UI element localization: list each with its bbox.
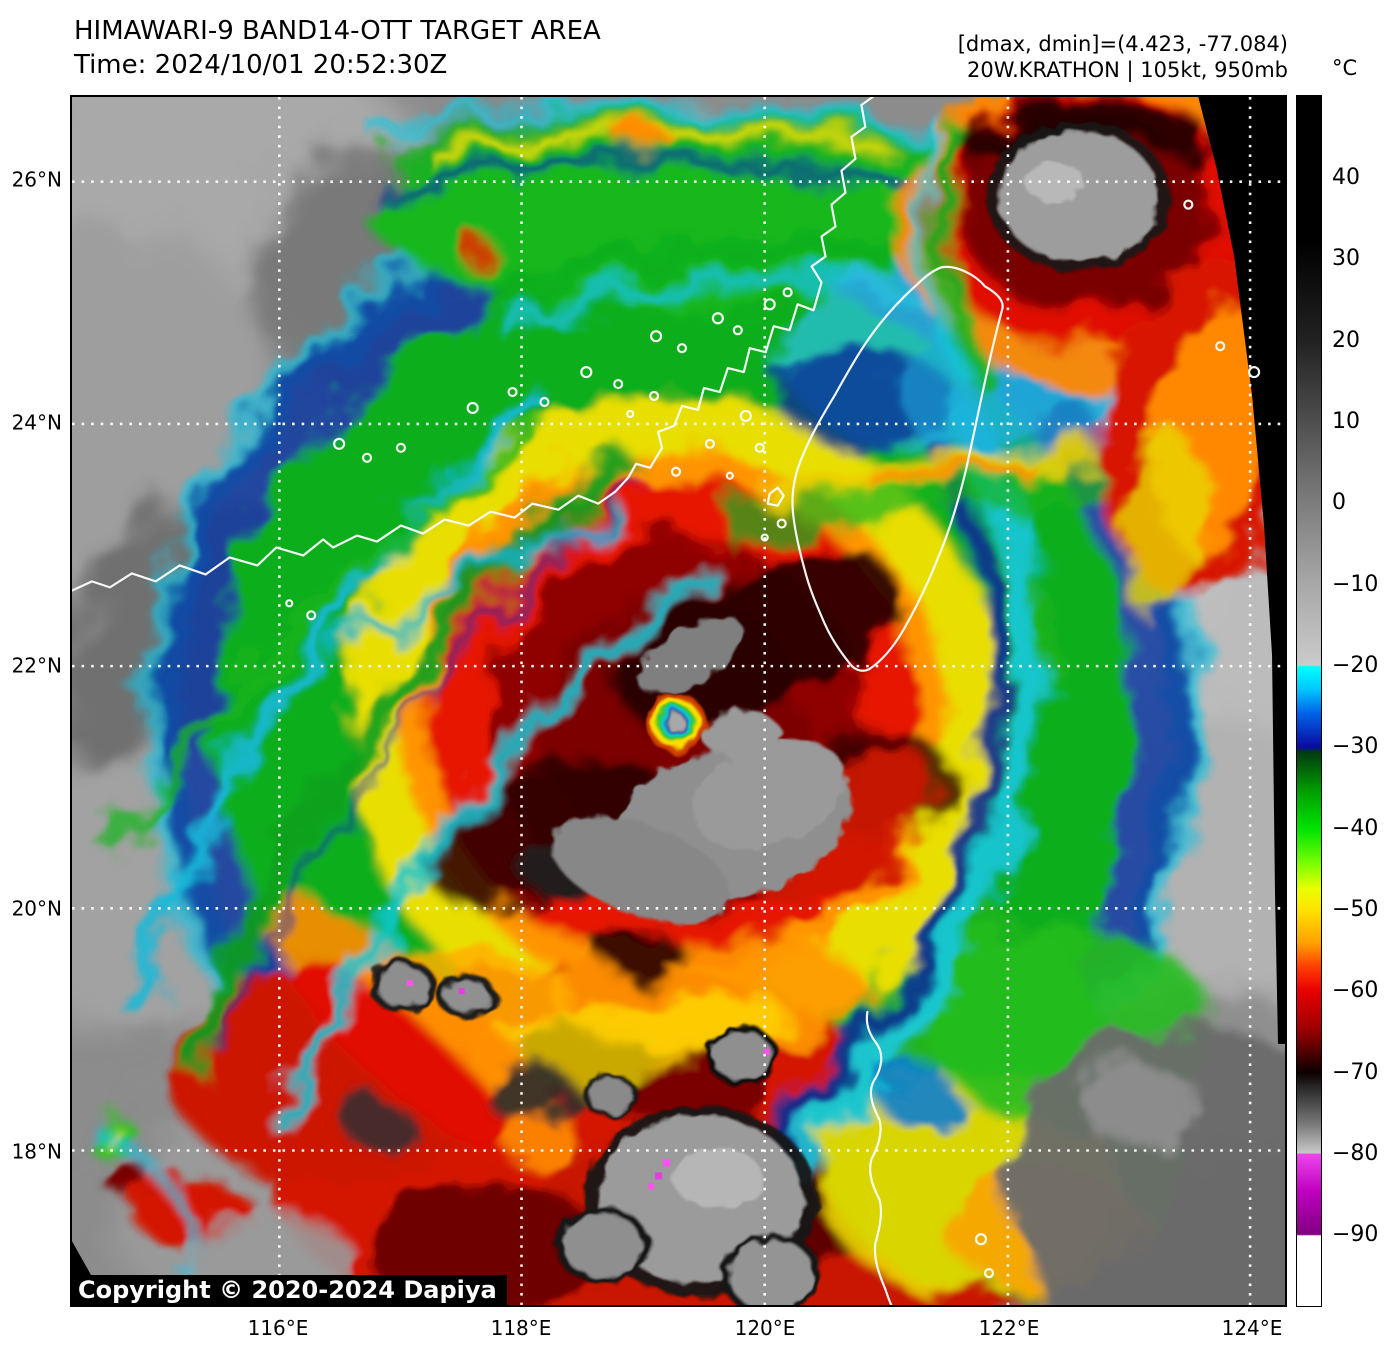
luzon-coastline [865,1010,893,1305]
coastlines [72,97,1261,1305]
colorbar-tick: 10 [1332,409,1360,434]
lat-tick-label: 22°N [11,653,62,678]
lat-tick-label: 20°N [11,896,62,921]
colorbar-tick: −30 [1332,734,1379,759]
colorbar-tick: −60 [1332,978,1379,1003]
colorbar-tick: −10 [1332,572,1379,597]
small-islands [285,199,1261,1279]
lon-tick-label: 116°E [247,1316,309,1340]
temperature-colorbar [1296,95,1322,1307]
colorbar-tick: −40 [1332,816,1379,841]
colorbar-unit-label: °C [1332,56,1358,80]
colorbar-tick: 0 [1332,490,1346,515]
colorbar-tick: −50 [1332,897,1379,922]
lat-tick-label: 26°N [11,167,62,192]
colorbar-tick: −90 [1332,1222,1379,1247]
satellite-imagery [72,97,1285,1305]
colorbar-tick: −70 [1332,1060,1379,1085]
lon-tick-label: 122°E [978,1316,1040,1340]
coldest-pixel-specks [406,980,770,1190]
colorbar-tick: 30 [1332,246,1360,271]
dmax-dmin-readout: [dmax, dmin]=(4.423, -77.084) [957,32,1288,56]
lon-tick-label: 118°E [490,1316,552,1340]
colorbar-tick: 40 [1332,165,1360,190]
colorbar-tick: −20 [1332,653,1379,678]
product-time: Time: 2024/10/01 20:52:30Z [74,50,448,80]
storm-info-readout: 20W.KRATHON | 105kt, 950mb [967,58,1288,82]
overshooting-tops-and-eye [369,121,1171,1305]
satellite-map [70,95,1287,1307]
china-coastline [72,97,875,592]
colorbar-tick: 20 [1332,328,1360,353]
colorbar-tick: −80 [1332,1141,1379,1166]
lon-tick-label: 120°E [734,1316,796,1340]
lat-tick-label: 24°N [11,410,62,435]
typhoon-eye [646,693,706,753]
lat-tick-label: 18°N [11,1139,62,1164]
lon-tick-label: 124°E [1221,1316,1283,1340]
graticule-gridlines [72,97,1285,1305]
taiwan-coastline [791,265,1004,672]
copyright-watermark: Copyright © 2020-2024 Dapiya [70,1275,507,1307]
product-title: HIMAWARI-9 BAND14-OTT TARGET AREA [74,16,601,46]
